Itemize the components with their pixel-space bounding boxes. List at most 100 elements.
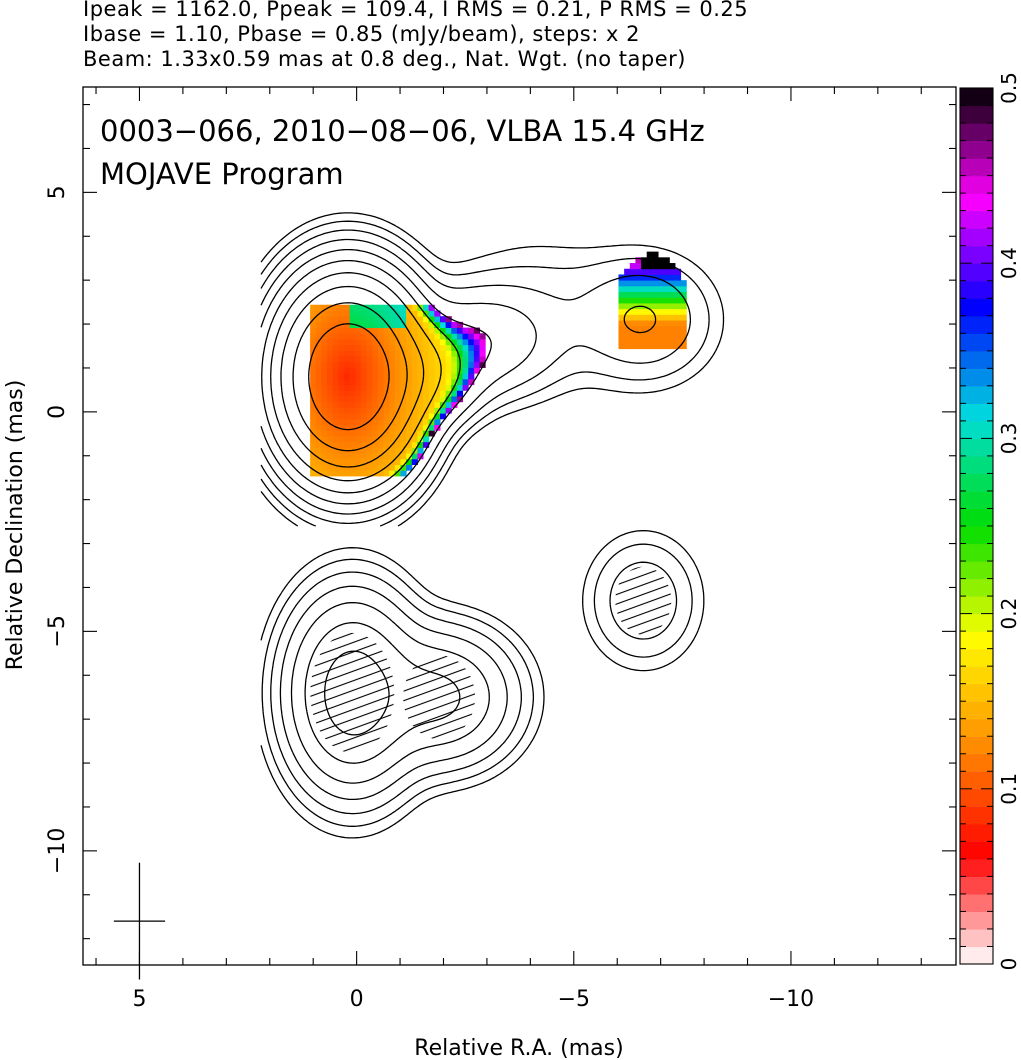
pol-fraction-pixel	[315, 333, 322, 340]
pol-intensity-contour	[290, 602, 490, 784]
pol-fraction-pixel	[321, 436, 328, 443]
pol-fraction-pixel	[383, 310, 390, 317]
pol-fraction-pixel	[406, 413, 413, 420]
pol-fraction-pixel	[434, 321, 441, 329]
pol-fraction-pixel	[646, 342, 653, 350]
pol-fraction-pixel	[456, 378, 464, 386]
pol-fraction-pixel	[445, 316, 452, 323]
pol-fraction-pixel	[428, 344, 435, 351]
x-tick-label: −10	[768, 987, 814, 1012]
pol-fraction-pixel	[451, 384, 458, 391]
pol-fraction-pixel	[411, 441, 418, 448]
pol-fraction-pixel	[411, 458, 418, 465]
pol-fraction-pixel	[423, 316, 430, 323]
colorbar-band	[960, 543, 993, 562]
pol-fraction-pixel	[383, 367, 390, 374]
pol-fraction-pixel	[445, 361, 452, 368]
pol-fraction-pixel	[423, 430, 430, 437]
pol-fraction-pixel	[394, 361, 401, 368]
pol-fraction-pixel	[343, 338, 351, 346]
pol-fraction-pixel	[445, 333, 452, 340]
pol-fraction-pixel	[462, 333, 469, 340]
pol-fraction-pixel	[332, 378, 339, 386]
pol-fraction-pixel	[360, 407, 368, 414]
pol-fraction-pixel	[372, 356, 379, 363]
pol-fraction-pixel	[343, 344, 351, 351]
pol-fraction-pixel	[635, 331, 642, 338]
pol-fraction-pixel	[618, 291, 625, 298]
x-tick-label: 5	[132, 987, 146, 1012]
pol-fraction-pixel	[394, 327, 401, 334]
pol-fraction-pixel	[360, 304, 368, 311]
colorbar-tick-label: 0.4	[997, 247, 1021, 279]
pol-fraction-pixel	[451, 390, 458, 397]
pol-fraction-pixel	[343, 418, 351, 426]
pol-fraction-pixel	[658, 331, 665, 338]
pol-fraction-pixel	[439, 384, 447, 391]
pol-fraction-pixel	[327, 453, 334, 460]
colorbar-band	[960, 893, 993, 913]
colorbar-band	[960, 613, 993, 632]
pol-fraction-pixel	[400, 413, 407, 420]
pol-fraction-pixel	[327, 447, 334, 454]
pol-fraction-pixel	[315, 304, 322, 311]
pol-fraction-pixel	[439, 316, 447, 323]
pol-fraction-pixel	[417, 338, 424, 346]
pol-fraction-pixel	[658, 297, 665, 304]
pol-fraction-pixel	[343, 373, 351, 380]
pol-fraction-pixel	[635, 325, 642, 332]
pol-fraction-pixel	[680, 285, 687, 293]
pol-fraction-pixel	[400, 447, 407, 454]
pol-fraction-pixel	[658, 280, 665, 287]
pol-fraction-pixel	[389, 424, 396, 431]
pol-fraction-pixel	[389, 344, 396, 351]
pol-fraction-pixel	[473, 327, 481, 334]
pol-fraction-pixel	[646, 257, 653, 264]
pol-fraction-pixel	[629, 268, 636, 275]
pol-fraction-pixel	[377, 424, 385, 431]
pol-fraction-pixel	[394, 304, 401, 311]
pol-fraction-pixel	[394, 390, 401, 397]
pol-fraction-pixel	[680, 297, 687, 304]
pol-fraction-pixel	[343, 390, 351, 397]
pol-fraction-pixel	[315, 418, 322, 426]
pol-fraction-pixel	[389, 390, 396, 397]
pol-fraction-pixel	[434, 316, 441, 323]
pol-fraction-pixel	[423, 384, 430, 391]
pol-fraction-pixel	[327, 344, 334, 351]
pol-fraction-pixel	[641, 325, 648, 332]
pol-fraction-pixel	[321, 390, 328, 397]
colorbar-band	[960, 263, 993, 282]
pol-fraction-pixel	[428, 327, 435, 334]
pol-fraction-pixel	[411, 367, 418, 374]
pol-fraction-pixel	[406, 384, 413, 391]
pol-fraction-pixel	[473, 333, 481, 340]
pol-fraction-pixel	[663, 302, 670, 310]
intensity-contour	[260, 229, 692, 525]
pol-fraction-pixel	[332, 401, 339, 408]
pol-fraction-pixel	[658, 291, 665, 298]
pol-fraction-pixel	[321, 333, 328, 340]
pol-fraction-pixel	[338, 453, 345, 460]
pol-fraction-pixel	[349, 390, 356, 397]
pol-fraction-pixel	[411, 350, 418, 357]
pol-fraction-pixel	[349, 304, 356, 311]
pol-fraction-pixel	[310, 407, 317, 414]
pol-fraction-pixel	[332, 464, 339, 471]
pol-fraction-pixel	[338, 316, 345, 323]
pol-fraction-pixel	[327, 361, 334, 368]
pol-fraction-pixel	[445, 407, 452, 414]
pol-fraction-pixel	[394, 378, 401, 386]
pol-fraction-pixel	[423, 390, 430, 397]
pol-fraction-pixel	[327, 464, 334, 471]
pol-fraction-pixel	[462, 344, 469, 351]
pol-fraction-pixel	[394, 350, 401, 357]
pol-fraction-pixel	[439, 338, 447, 346]
pol-fraction-pixel	[377, 338, 385, 346]
pol-fraction-pixel	[394, 441, 401, 448]
pol-fraction-pixel	[417, 356, 424, 363]
pol-fraction-pixel	[629, 280, 636, 287]
pol-fraction-pixel	[663, 257, 670, 264]
pol-fraction-pixel	[445, 384, 452, 391]
pol-fraction-pixel	[327, 310, 334, 317]
